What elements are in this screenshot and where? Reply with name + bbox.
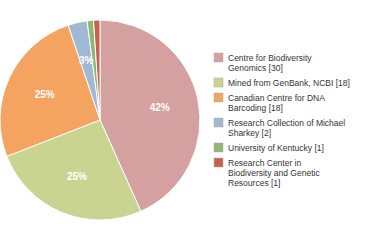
legend-label-line: Barcoding [18]	[228, 103, 283, 113]
legend-label: Canadian Centre for DNABarcoding [18]	[228, 93, 325, 113]
legend-label: Research Collection of MichaelSharkey [2…	[228, 118, 345, 138]
legend-swatch	[214, 53, 223, 62]
legend-label-line: Research Collection of Michael	[228, 118, 345, 128]
legend-label-line: Resources [1]	[228, 178, 280, 188]
legend: Centre for BiodiversityGenomics [30] Mine…	[214, 53, 350, 188]
slices	[0, 20, 200, 220]
legend-swatch	[214, 78, 223, 87]
legend-label-line: Biodiversity and Genetic	[228, 168, 320, 178]
data-label: 25%	[35, 89, 55, 100]
legend-label-line: Genomics [30]	[228, 63, 283, 73]
legend-label: University of Kentucky [1]	[228, 143, 324, 153]
data-label: 3%	[79, 55, 94, 66]
legend-swatch	[214, 118, 223, 127]
chart: 42% 25% 25% 3% Centre for BiodiversityGenomi…	[0, 0, 380, 240]
slice	[68, 21, 100, 120]
legend-swatch	[214, 93, 223, 102]
legend-label-line: Mined from GenBank, NCBI [18]	[228, 78, 350, 88]
legend-label: Research Center inBiodiversity and Genet…	[228, 158, 320, 188]
legend-label-line: Centre for Biodiversity	[228, 53, 312, 63]
data-label: 25%	[67, 171, 87, 182]
legend-label-line: Research Center in	[228, 158, 302, 168]
legend-swatch	[214, 158, 223, 167]
legend-label: Centre for BiodiversityGenomics [30]	[228, 53, 312, 73]
data-label: 42%	[150, 102, 170, 113]
legend-label-line: Sharkey [2]	[228, 128, 271, 138]
legend-label: Mined from GenBank, NCBI [18]	[228, 78, 350, 88]
legend-label-line: Canadian Centre for DNA	[228, 93, 325, 103]
legend-label-line: University of Kentucky [1]	[228, 143, 324, 153]
slice	[87, 20, 100, 120]
slice	[94, 20, 100, 120]
data-labels: 42% 25% 25% 3%	[35, 55, 170, 182]
legend-swatch	[214, 143, 223, 152]
